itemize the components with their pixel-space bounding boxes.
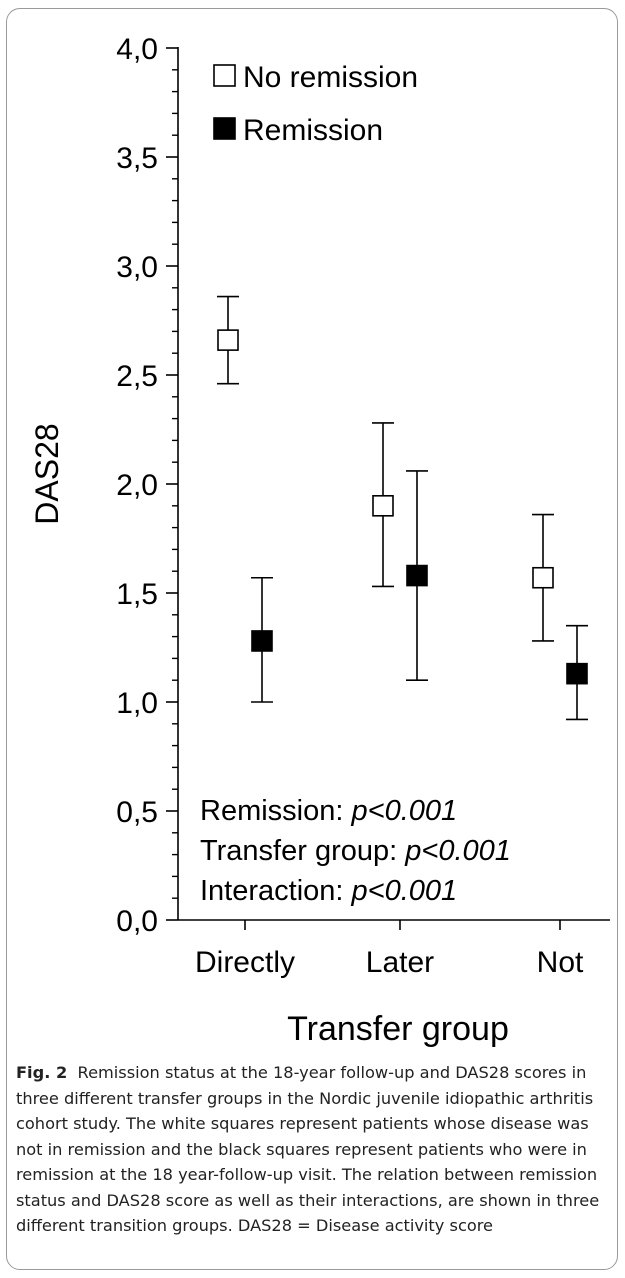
- annotation-label: Transfer group:: [200, 835, 405, 867]
- legend-label: Remission: [243, 114, 383, 147]
- y-tick-label: 3,0: [116, 251, 158, 284]
- y-tick-label: 2,0: [116, 469, 158, 502]
- x-tick-label: Directly: [195, 946, 295, 979]
- remission-point: [566, 662, 588, 685]
- x-axis-label: Transfer group: [287, 1010, 509, 1048]
- annotation-line: Remission: p<0.001: [200, 795, 457, 827]
- no-remission-point: [532, 566, 554, 589]
- legend-filled-square-icon: [213, 117, 236, 140]
- caption-text: Remission status at the 18-year follow-u…: [16, 1063, 600, 1235]
- x-tick-label: Later: [366, 946, 434, 979]
- annotation-p-value: p<0.001: [404, 835, 511, 867]
- annotation-p-value: p<0.001: [351, 875, 458, 907]
- annotation-label: Interaction:: [200, 875, 352, 907]
- y-tick-label: 2,5: [116, 360, 158, 393]
- no-remission-point: [217, 329, 239, 351]
- x-tick-label: Not: [537, 946, 584, 979]
- figure-frame: [6, 8, 618, 1270]
- das28-chart: 0,0 0,5 1,0 1,5 2,0 2,5 3,0 3,5 4,0 Directly Late…: [29, 33, 610, 1048]
- remission-point: [251, 630, 273, 652]
- annotation-line: Interaction: p<0.001: [200, 875, 457, 907]
- x-axis: Directly Later Not: [178, 919, 610, 979]
- y-axis-label: DAS28: [29, 423, 65, 524]
- data-marks: [217, 295, 588, 721]
- y-tick-label: 3,5: [116, 142, 158, 175]
- annotation-label: Remission:: [200, 795, 352, 827]
- remission-point: [406, 564, 428, 587]
- figure-caption: Fig. 2 Remission status at the 18-year f…: [16, 1060, 612, 1239]
- y-tick-label: 1,0: [116, 687, 158, 720]
- legend-label: No remission: [243, 61, 418, 94]
- annotation-line: Transfer group: p<0.001: [200, 835, 511, 867]
- y-axis: 0,0 0,5 1,0 1,5 2,0 2,5 3,0 3,5 4,0: [116, 33, 179, 938]
- y-tick-label: 0,0: [116, 905, 158, 938]
- annotation-p-value: p<0.001: [351, 795, 458, 827]
- legend-open-square-icon: [213, 64, 236, 87]
- y-tick-label: 0,5: [116, 796, 158, 829]
- y-tick-label: 1,5: [116, 578, 158, 611]
- legend: No remission Remission: [213, 61, 418, 147]
- y-tick-label: 4,0: [116, 33, 158, 66]
- no-remission-point: [372, 494, 394, 517]
- caption-label: Fig. 2: [16, 1063, 68, 1082]
